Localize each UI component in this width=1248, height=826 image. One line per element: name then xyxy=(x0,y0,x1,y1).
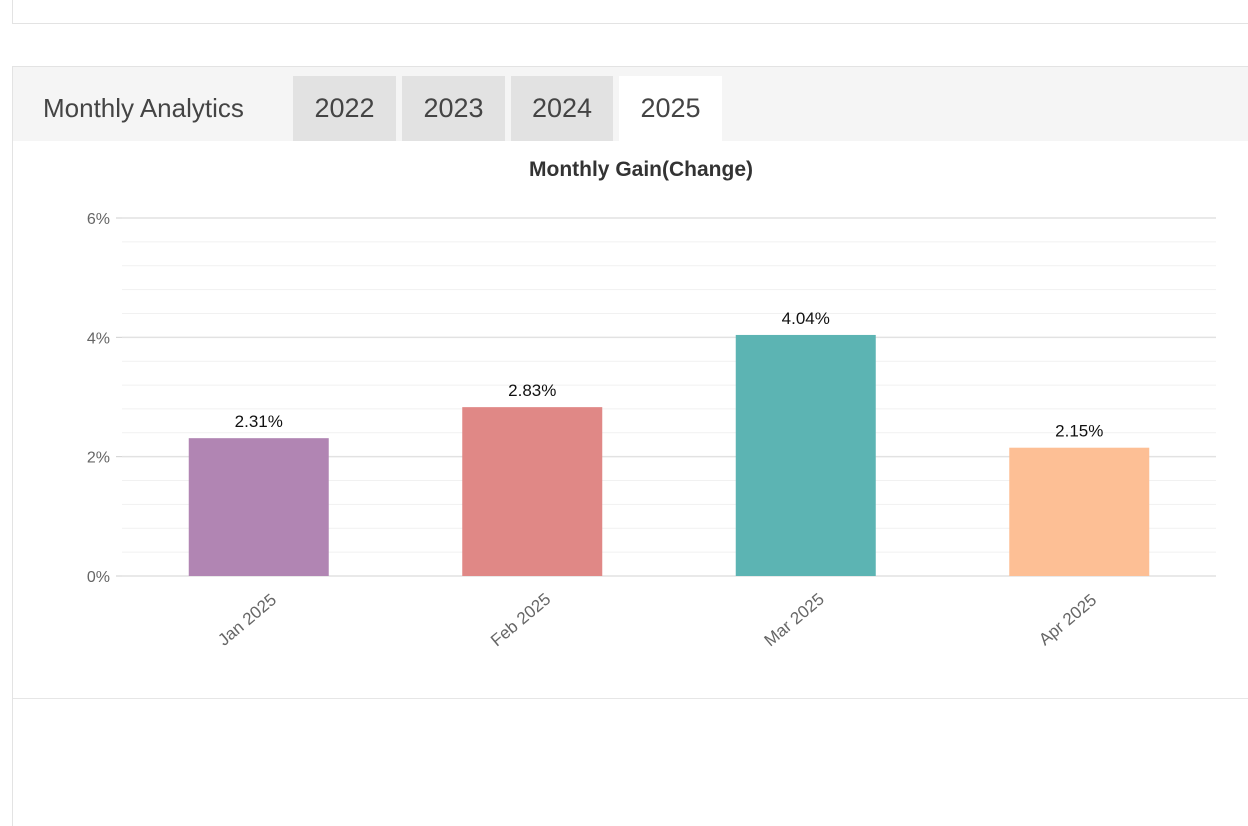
x-tick-label: Apr 2025 xyxy=(1035,590,1100,649)
x-tick-label: Feb 2025 xyxy=(487,589,554,650)
tab-2024[interactable]: 2024 xyxy=(511,76,613,141)
bar-jan-2025[interactable] xyxy=(188,438,329,576)
panel-title: Monthly Analytics xyxy=(43,93,244,123)
tab-2023[interactable]: 2023 xyxy=(402,76,505,141)
panel-divider xyxy=(13,698,1248,699)
top-card xyxy=(12,0,1248,24)
bar-feb-2025[interactable] xyxy=(462,407,603,576)
bar-value-label: 2.83% xyxy=(508,381,556,400)
bar-value-label: 4.04% xyxy=(782,309,830,328)
monthly-gain-chart: Monthly Gain(Change) 0% 2% 4% 6% 2.31% Jan 20… xyxy=(87,158,1216,650)
x-tick-label: Jan 2025 xyxy=(214,590,280,650)
bar-mar-2025[interactable] xyxy=(735,334,876,576)
tab-2022[interactable]: 2022 xyxy=(293,76,396,141)
chart-title: Monthly Gain(Change) xyxy=(529,158,753,181)
x-tick-label: Mar 2025 xyxy=(761,589,828,650)
y-tick-label: 0% xyxy=(87,569,110,586)
y-tick-label: 2% xyxy=(87,450,110,467)
panel-header: Monthly Analytics 2022 2023 2024 2025 xyxy=(13,67,1248,141)
y-tick-label: 4% xyxy=(87,330,110,347)
bar-value-label: 2.31% xyxy=(235,412,283,431)
y-tick-label: 6% xyxy=(87,211,110,228)
bar-value-label: 2.15% xyxy=(1055,422,1103,441)
bar-apr-2025[interactable] xyxy=(1009,447,1150,576)
tab-2025[interactable]: 2025 xyxy=(619,76,722,141)
